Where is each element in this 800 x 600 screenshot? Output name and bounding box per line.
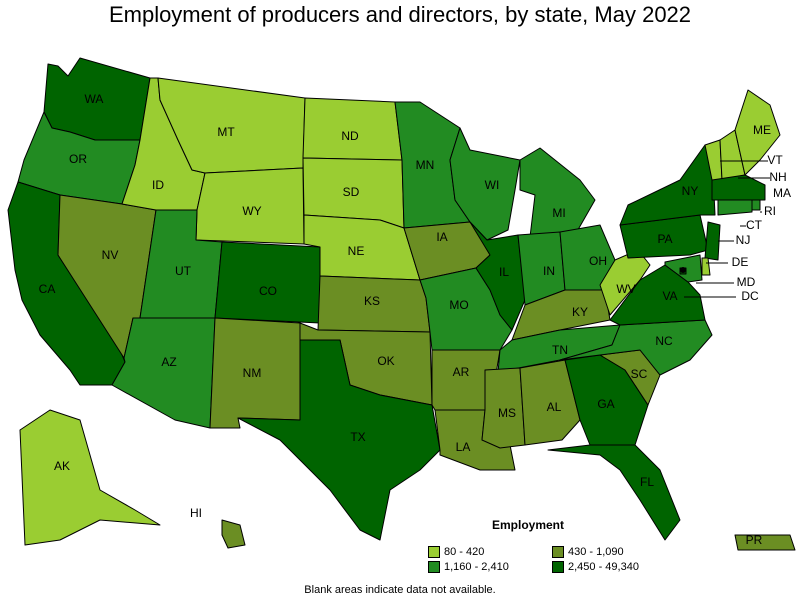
state-ak[interactable] bbox=[19, 409, 161, 546]
state-ct[interactable] bbox=[717, 199, 753, 216]
state-nj[interactable] bbox=[704, 221, 721, 261]
state-label-nh: NH bbox=[769, 170, 786, 184]
state-de[interactable] bbox=[701, 257, 711, 276]
legend-item-tier4: 2,450 - 49,340 bbox=[552, 561, 639, 573]
dc-marker bbox=[680, 267, 686, 273]
state-nm[interactable] bbox=[209, 317, 301, 429]
state-ms[interactable] bbox=[481, 367, 526, 449]
state-va[interactable] bbox=[609, 264, 706, 326]
state-label-ct: CT bbox=[746, 218, 763, 232]
state-label-de: DE bbox=[732, 255, 749, 269]
state-co[interactable] bbox=[214, 241, 321, 324]
state-al[interactable] bbox=[519, 359, 581, 446]
state-nd[interactable] bbox=[302, 97, 403, 161]
legend-label-tier3: 1,160 - 2,410 bbox=[444, 561, 509, 573]
state-label-ma: MA bbox=[773, 186, 791, 200]
state-ri[interactable] bbox=[751, 199, 761, 211]
state-ny[interactable] bbox=[619, 144, 716, 226]
legend: Employment 80 - 420 430 - 1,090 1,160 - … bbox=[428, 518, 678, 578]
state-pr[interactable] bbox=[734, 534, 796, 551]
state-label-dc: DC bbox=[741, 289, 759, 303]
state-wy[interactable] bbox=[195, 167, 305, 245]
state-mi[interactable] bbox=[519, 147, 596, 238]
state-wa[interactable] bbox=[43, 57, 151, 141]
legend-swatch-tier1 bbox=[428, 546, 440, 558]
state-label-vt: VT bbox=[767, 153, 783, 167]
state-hi[interactable] bbox=[221, 519, 246, 549]
legend-item-tier1: 80 - 420 bbox=[428, 546, 484, 558]
legend-item-tier2: 430 - 1,090 bbox=[552, 546, 624, 558]
state-il[interactable] bbox=[469, 221, 526, 331]
state-ma[interactable] bbox=[711, 174, 766, 201]
legend-label-tier2: 430 - 1,090 bbox=[568, 546, 624, 558]
state-tx[interactable] bbox=[237, 339, 441, 541]
footnote: Blank areas indicate data not available. bbox=[304, 584, 496, 596]
legend-label-tier4: 2,450 - 49,340 bbox=[568, 561, 639, 573]
map-title: Employment of producers and directors, b… bbox=[108, 2, 692, 27]
state-label-hi: HI bbox=[190, 506, 202, 520]
state-label-md: MD bbox=[737, 275, 756, 289]
legend-label-tier1: 80 - 420 bbox=[444, 546, 485, 558]
state-fl[interactable] bbox=[547, 444, 681, 541]
state-nc[interactable] bbox=[559, 319, 713, 376]
state-ks[interactable] bbox=[317, 275, 431, 333]
legend-swatch-tier2 bbox=[552, 546, 564, 558]
state-wi[interactable] bbox=[449, 127, 521, 241]
state-wv[interactable] bbox=[599, 249, 651, 316]
legend-swatch-tier4 bbox=[552, 561, 564, 573]
state-label-nj: NJ bbox=[736, 233, 751, 247]
state-label-ri: RI bbox=[764, 204, 776, 218]
legend-title: Employment bbox=[491, 518, 564, 532]
state-me[interactable] bbox=[734, 89, 781, 176]
legend-swatch-tier3 bbox=[428, 561, 440, 573]
legend-item-tier3: 1,160 - 2,410 bbox=[428, 561, 509, 573]
